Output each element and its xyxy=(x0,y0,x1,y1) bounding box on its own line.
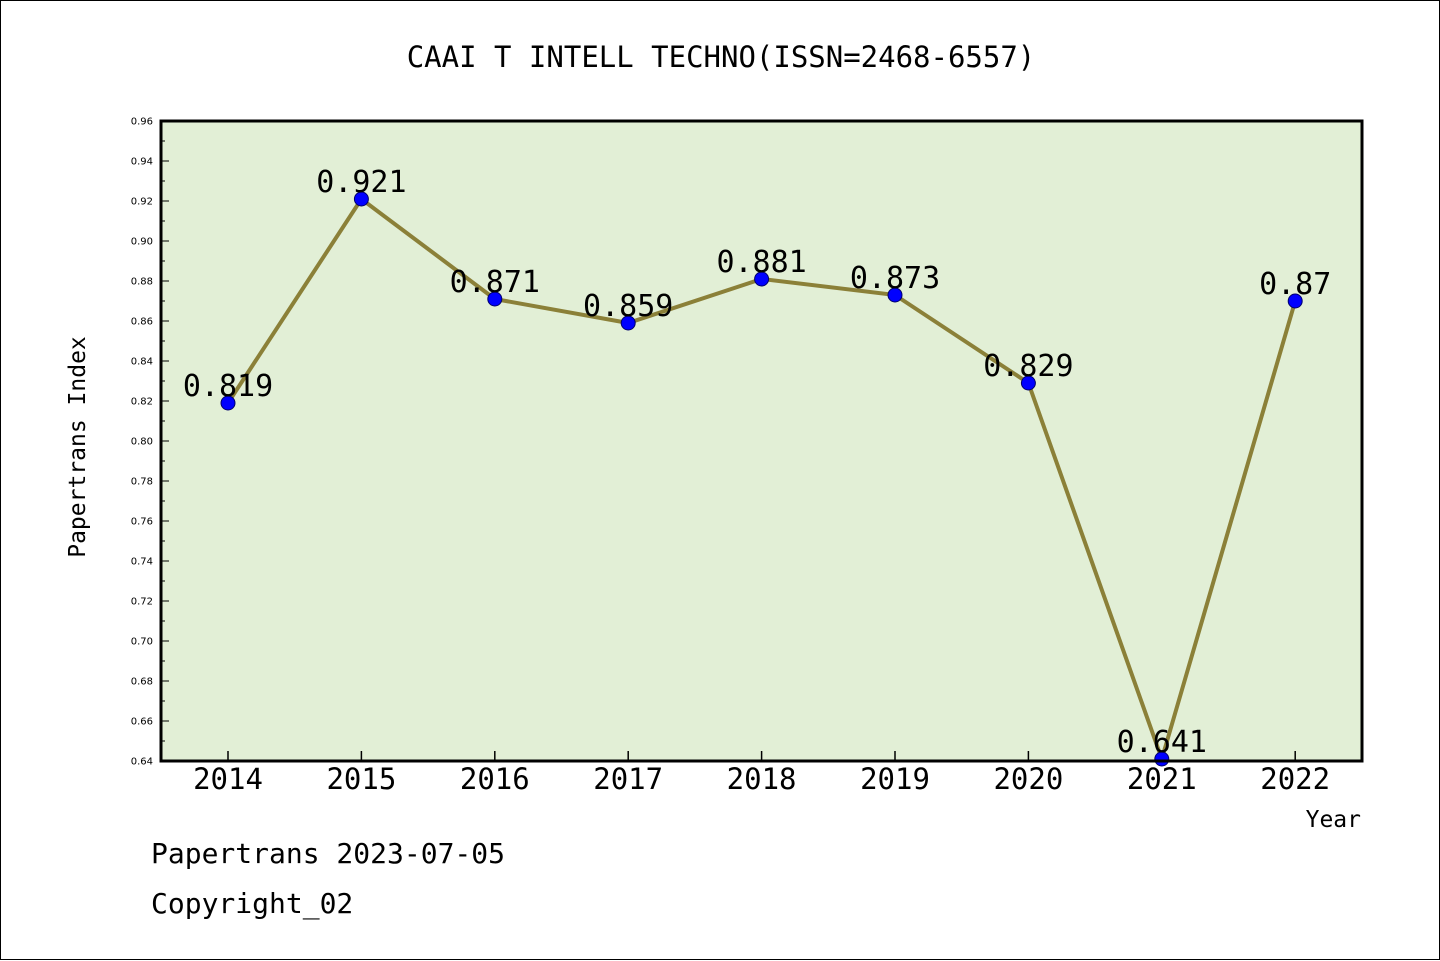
y-axis-ticks: 0.64 0.66 0.68 0.70 0.72 0.74 0.76 0.78 0.80 0.82… xyxy=(131,117,169,768)
plot-area xyxy=(161,121,1362,761)
x-tick-label: 2019 xyxy=(860,762,930,796)
data-label: 0.641 xyxy=(1117,725,1207,760)
data-point xyxy=(754,271,770,287)
y-tick-label: 0.68 xyxy=(131,677,153,688)
data-point xyxy=(487,291,503,307)
data-label: 0.859 xyxy=(583,289,673,324)
y-tick-label: 0.82 xyxy=(131,397,153,408)
x-tick-label: 2020 xyxy=(993,762,1063,796)
data-point xyxy=(887,287,903,303)
data-label: 0.873 xyxy=(850,261,940,296)
data-label: 0.881 xyxy=(716,245,806,280)
x-tick-label: 2017 xyxy=(593,762,663,796)
data-label: 0.819 xyxy=(183,369,273,404)
plot-border xyxy=(159,119,1364,763)
y-axis-label: Papertrans Index xyxy=(65,336,91,558)
footer-copyright: Copyright_02 xyxy=(151,887,354,920)
x-axis-ticks: 2014 2015 2016 2017 2018 2019 2020 2021 2022 xyxy=(193,751,1330,796)
x-tick-label: 2021 xyxy=(1127,762,1197,796)
data-point xyxy=(353,191,369,207)
y-tick-label: 0.70 xyxy=(131,637,153,648)
x-axis-label: Year xyxy=(1306,807,1361,833)
y-tick-label: 0.72 xyxy=(131,597,153,608)
y-tick-label: 0.80 xyxy=(131,437,153,448)
y-tick-label: 0.94 xyxy=(131,157,153,168)
x-tick-label: 2018 xyxy=(727,762,797,796)
y-tick-label: 0.96 xyxy=(131,117,153,128)
data-labels: 0.819 0.921 0.871 0.859 0.881 0.873 0.829 0.641… xyxy=(183,165,1331,760)
x-tick-label: 2014 xyxy=(193,762,263,796)
y-tick-label: 0.84 xyxy=(131,357,153,368)
y-tick-label: 0.90 xyxy=(131,237,153,248)
data-label: 0.921 xyxy=(316,165,406,200)
y-tick-label: 0.76 xyxy=(131,517,153,528)
y-tick-label: 0.64 xyxy=(131,757,153,768)
footer-date: Papertrans 2023-07-05 xyxy=(151,837,506,870)
data-label: 0.871 xyxy=(450,265,540,300)
data-point xyxy=(620,315,636,331)
y-tick-label: 0.74 xyxy=(131,557,153,568)
y-tick-label: 0.86 xyxy=(131,317,153,328)
data-label: 0.829 xyxy=(983,349,1073,384)
data-point xyxy=(220,395,236,411)
data-point xyxy=(1287,293,1303,309)
x-tick-label: 2022 xyxy=(1260,762,1330,796)
x-tick-label: 2016 xyxy=(460,762,530,796)
data-point xyxy=(1020,375,1036,391)
chart-title: CAAI T INTELL TECHNO(ISSN=2468-6557) xyxy=(407,40,1036,74)
y-tick-label: 0.88 xyxy=(131,277,153,288)
x-tick-label: 2015 xyxy=(326,762,396,796)
y-tick-label: 0.92 xyxy=(131,197,153,208)
y-tick-label: 0.66 xyxy=(131,717,153,728)
data-label: 0.87 xyxy=(1259,267,1331,302)
y-tick-label: 0.78 xyxy=(131,477,153,488)
